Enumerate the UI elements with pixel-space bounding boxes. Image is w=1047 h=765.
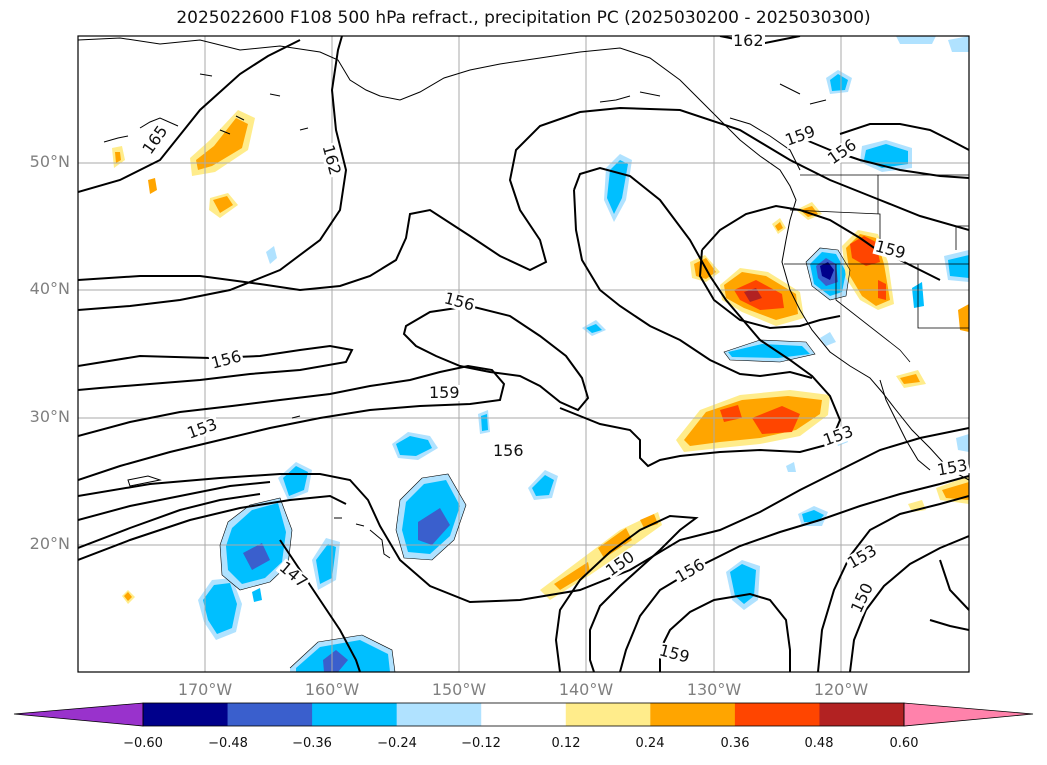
lon-label-130w: 130°W	[686, 680, 742, 699]
contour-label: 156	[492, 441, 525, 460]
map-frame	[77, 35, 970, 673]
coastlines	[78, 37, 969, 559]
figure-title: 2025022600 F108 500 hPa refract., precip…	[176, 8, 871, 28]
lon-label-160w: 160°W	[304, 680, 360, 699]
colorbar-tick: 0.48	[804, 736, 834, 751]
lat-label-40n: 40°N	[29, 279, 70, 298]
colorbar-tick: −0.36	[292, 736, 332, 751]
political-borders	[784, 174, 969, 363]
colorbar-tick: 0.60	[889, 736, 919, 751]
colorbar-tick: −0.48	[208, 736, 248, 751]
lat-label-30n: 30°N	[29, 407, 70, 426]
colorbar-tick: 0.24	[635, 736, 665, 751]
contour-label: 159	[428, 383, 461, 402]
colorbar-tick: −0.12	[461, 736, 501, 751]
contour-label: 162	[732, 31, 765, 50]
colorbar-tick: 0.12	[551, 736, 581, 751]
zero-contours	[219, 247, 851, 672]
lon-label-170w: 170°W	[177, 680, 233, 699]
lat-label-20n: 20°N	[29, 534, 70, 553]
lon-label-120w: 120°W	[813, 680, 869, 699]
colorbar-tick: 0.36	[720, 736, 750, 751]
refractivity-contours	[78, 36, 969, 672]
lat-label-50n: 50°N	[29, 152, 70, 171]
colorbar-tick: −0.60	[123, 736, 163, 751]
lon-label-140w: 140°W	[558, 680, 614, 699]
precip-anomaly-fill	[112, 36, 969, 672]
lon-label-150w: 150°W	[431, 680, 487, 699]
colorbar-tick: −0.24	[377, 736, 417, 751]
